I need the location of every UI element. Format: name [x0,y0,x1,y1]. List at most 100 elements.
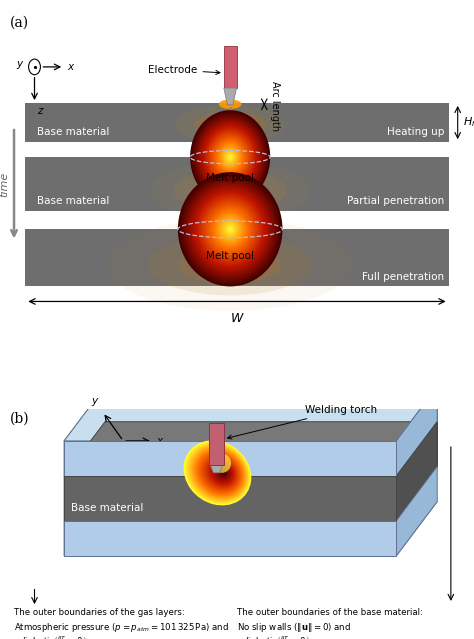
Polygon shape [396,466,437,556]
Ellipse shape [220,218,241,241]
Ellipse shape [182,176,279,282]
Polygon shape [64,422,437,476]
Ellipse shape [197,450,243,495]
Ellipse shape [215,213,245,245]
Ellipse shape [220,146,240,169]
Ellipse shape [211,135,249,179]
Ellipse shape [219,468,228,477]
Polygon shape [64,387,105,556]
Ellipse shape [199,120,262,194]
Ellipse shape [212,463,232,482]
Ellipse shape [208,132,252,183]
Ellipse shape [203,125,257,189]
Ellipse shape [199,452,241,493]
Ellipse shape [209,461,235,485]
Polygon shape [64,521,396,556]
Ellipse shape [195,191,265,267]
Ellipse shape [208,204,253,254]
Ellipse shape [218,142,243,172]
Ellipse shape [220,470,227,476]
Ellipse shape [215,466,230,480]
Ellipse shape [218,468,228,478]
Ellipse shape [148,234,312,295]
Ellipse shape [216,140,245,174]
Ellipse shape [220,219,240,240]
Ellipse shape [192,189,268,270]
Ellipse shape [195,116,265,198]
Ellipse shape [190,445,247,500]
Ellipse shape [187,181,274,277]
Ellipse shape [229,155,231,158]
Text: $y$: $y$ [16,59,25,71]
Ellipse shape [214,465,231,481]
Ellipse shape [200,121,261,193]
Ellipse shape [173,169,287,212]
Polygon shape [64,502,437,556]
Ellipse shape [198,194,263,265]
Ellipse shape [200,453,240,493]
Ellipse shape [211,208,249,250]
Ellipse shape [175,105,285,144]
Ellipse shape [201,123,260,192]
Ellipse shape [229,157,231,158]
Ellipse shape [151,161,310,220]
Ellipse shape [186,181,274,278]
Ellipse shape [215,139,246,175]
Text: The outer boundaries of the gas layers:: The outer boundaries of the gas layers: [14,608,185,617]
Ellipse shape [201,454,240,492]
Ellipse shape [210,461,234,484]
Ellipse shape [190,110,270,204]
Ellipse shape [193,113,267,201]
Ellipse shape [208,460,235,486]
Ellipse shape [189,445,247,501]
Ellipse shape [205,127,255,187]
Ellipse shape [192,187,269,271]
Text: Partial penetration: Partial penetration [347,196,444,206]
Text: No slip walls ($\|\mathbf{u}\| = 0$) and: No slip walls ($\|\mathbf{u}\| = 0$) and [237,621,351,634]
FancyBboxPatch shape [224,46,237,88]
Ellipse shape [219,100,242,109]
Ellipse shape [227,153,234,161]
Polygon shape [224,88,237,105]
Ellipse shape [228,155,232,160]
Ellipse shape [192,112,268,202]
Ellipse shape [197,451,242,495]
Ellipse shape [191,112,269,203]
Ellipse shape [185,442,250,504]
Polygon shape [64,441,396,476]
Polygon shape [396,387,437,476]
Ellipse shape [223,222,237,237]
Text: Melt pool: Melt pool [251,478,349,491]
Text: Melt pool: Melt pool [206,173,254,183]
Text: $z$: $z$ [37,106,45,116]
Ellipse shape [228,227,232,231]
Ellipse shape [206,459,236,487]
Ellipse shape [195,116,265,199]
Text: time: time [0,171,9,197]
Ellipse shape [204,457,238,489]
Ellipse shape [226,151,235,162]
Ellipse shape [208,116,253,133]
Ellipse shape [223,148,237,166]
Ellipse shape [208,130,253,183]
Ellipse shape [211,134,249,180]
Text: (b): (b) [9,412,29,426]
Ellipse shape [209,132,252,182]
Ellipse shape [196,117,264,197]
Ellipse shape [218,143,242,171]
Ellipse shape [219,469,228,477]
Ellipse shape [214,212,246,247]
Ellipse shape [226,224,235,234]
Text: (a): (a) [9,16,28,30]
Ellipse shape [198,119,262,195]
Ellipse shape [184,441,251,505]
Ellipse shape [197,193,264,265]
Ellipse shape [217,467,229,479]
Ellipse shape [181,175,280,284]
Ellipse shape [225,224,236,235]
Ellipse shape [224,150,236,164]
Ellipse shape [194,449,244,497]
Ellipse shape [205,458,237,488]
Text: adiabatic$\left(\frac{\partial T}{\partial \mathbf{n}} = 0\right)$: adiabatic$\left(\frac{\partial T}{\parti… [14,634,87,639]
Ellipse shape [206,128,255,186]
